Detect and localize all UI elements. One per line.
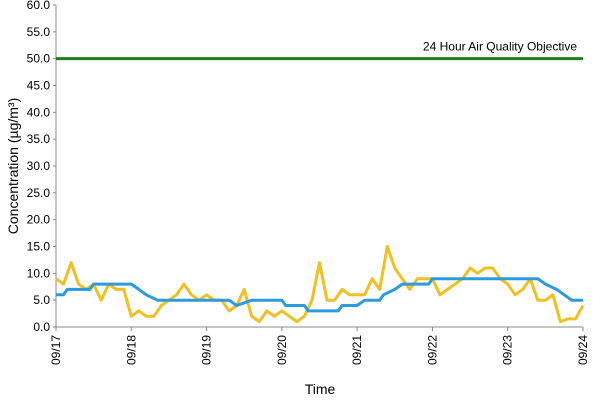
y-tick-label: 20.0	[27, 213, 51, 227]
y-tick-label: 25.0	[27, 186, 51, 200]
y-tick-label: 55.0	[27, 25, 51, 39]
y-axis-title: Concentration (µg/m³)	[5, 98, 21, 234]
y-tick-label: 50.0	[27, 52, 51, 66]
objective-label: 24 Hour Air Quality Objective	[423, 40, 577, 54]
x-tick-label: 09/24	[576, 335, 590, 365]
x-tick-label: 09/19	[200, 335, 214, 365]
x-tick-label: 09/17	[49, 335, 63, 365]
series-line	[55, 245, 585, 324]
y-tick-label: 0.0	[33, 320, 50, 334]
y-tick-label: 40.0	[27, 105, 51, 119]
x-tick-label: 09/21	[350, 335, 364, 365]
x-axis-title: Time	[305, 381, 336, 397]
y-tick-label: 10.0	[27, 266, 51, 280]
y-tick-label: 45.0	[27, 79, 51, 93]
x-tick-label: 09/20	[275, 335, 289, 365]
x-tick-label: 09/18	[124, 335, 138, 365]
y-tick-label: 60.0	[27, 0, 51, 12]
x-tick-label: 09/23	[501, 335, 515, 365]
y-tick-label: 15.0	[27, 240, 51, 254]
y-tick-label: 35.0	[27, 132, 51, 146]
y-tick-label: 5.0	[33, 293, 50, 307]
x-tick-label: 09/22	[425, 335, 439, 365]
series-line	[56, 277, 583, 313]
y-tick-label: 30.0	[27, 159, 51, 173]
